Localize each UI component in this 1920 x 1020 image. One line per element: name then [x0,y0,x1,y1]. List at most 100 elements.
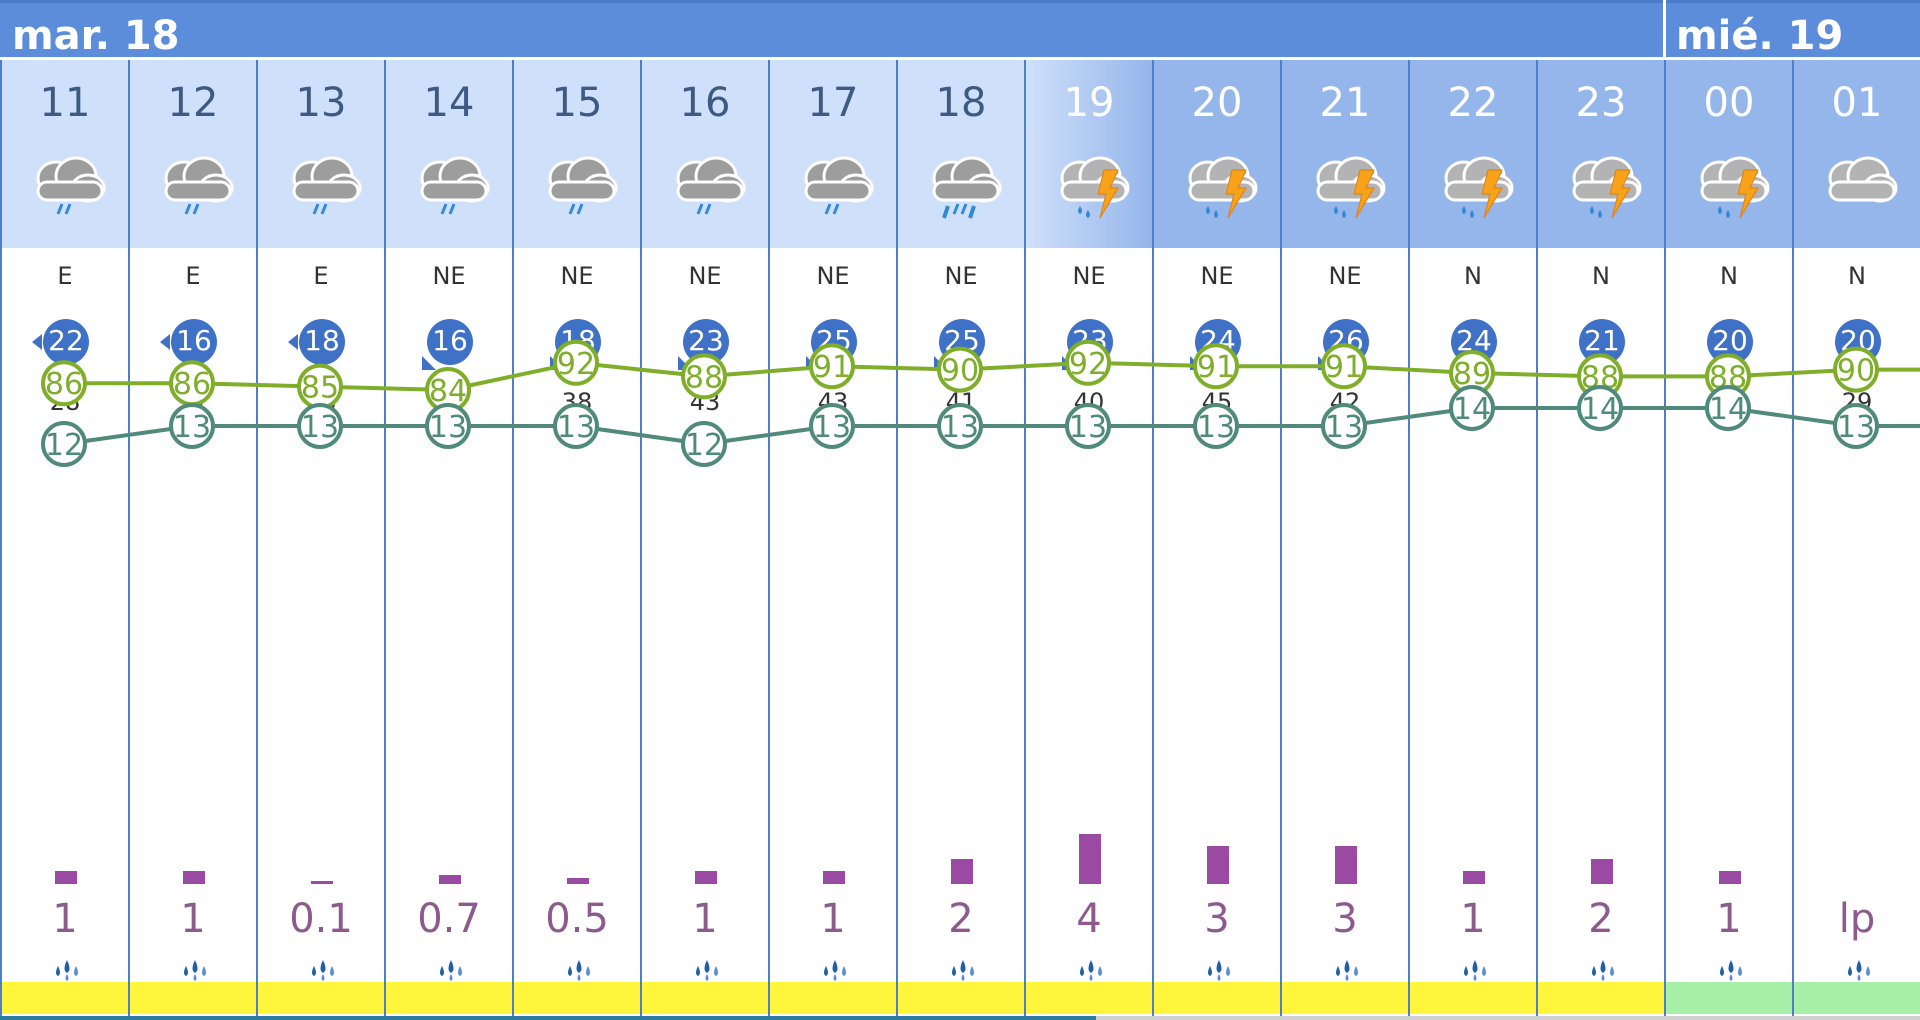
humidity-label: 88 [685,360,723,395]
dewpoint-label: 13 [1197,410,1235,445]
hour-column[interactable]: 17 NE 25 43 1 [768,60,896,1020]
rain-cloud-icon [534,148,624,226]
hour-column[interactable]: 11 E22281 [0,60,128,1020]
wind-speed-value: 21 [1584,324,1620,357]
wind-speed-badge: 16 [410,312,490,382]
precip-bar [695,871,717,884]
dewpoint-point [1833,403,1879,449]
hour-column[interactable]: 01 N 20 29 lp [1792,60,1920,1020]
dewpoint-label: 14 [1453,392,1491,427]
precip-bar [311,881,333,884]
wind-speed-value: 16 [432,324,468,357]
raindrops-icon [948,956,978,982]
hour-column[interactable]: 00 N20361 [1664,60,1792,1020]
dewpoint-point [297,403,343,449]
dewpoint-label: 13 [173,410,211,445]
raindrops-icon [180,956,210,982]
humidity-label: 86 [45,367,83,402]
dewpoint-label: 14 [1709,392,1747,427]
hour-column[interactable]: 14 NE16290.7 [384,60,512,1020]
hour-column[interactable]: 21 NE 26 42 3 [1280,60,1408,1020]
precip-bar [439,875,461,884]
humidity-label: 91 [1197,350,1235,385]
wind-direction: NE [1328,262,1362,290]
raindrops-icon [820,956,850,982]
sky-band [2,60,128,248]
dewpoint-point [1449,385,1495,431]
dewpoint-label: 13 [1069,410,1107,445]
uv-indicator [1794,982,1920,1014]
hour-column[interactable]: 15 NE18380.5 [512,60,640,1020]
thunderstorm-icon [1046,148,1136,226]
raindrops-icon [308,956,338,982]
dewpoint-label: 13 [813,410,851,445]
humidity-label: 90 [941,354,979,389]
raindrops-icon [52,956,82,982]
uv-indicator [514,982,640,1014]
uv-indicator [258,982,384,1014]
precip-value: 0.5 [545,896,609,942]
raindrops-icon [564,956,594,982]
wind-speed-badge: 18 [282,312,362,382]
wind-direction: NE [560,262,594,290]
uv-indicator [386,982,512,1014]
dewpoint-point [41,421,87,467]
dewpoint-point [681,421,727,467]
hour-label: 14 [423,80,475,126]
sky-band [258,60,384,248]
sky-band [642,60,768,248]
scroll-progress-bar[interactable] [0,1016,1096,1020]
hour-column[interactable]: 18 NE 25 41 2 [896,60,1024,1020]
wind-direction: N [1720,262,1738,290]
uv-indicator [2,982,128,1014]
hour-label: 13 [295,80,347,126]
hour-label: 18 [935,80,987,126]
humidity-label: 85 [301,371,339,406]
precip-bar [55,871,77,884]
sky-band [1794,60,1920,248]
wind-speed-badge: 22 [26,312,106,382]
precip-bar [1463,871,1485,884]
dewpoint-label: 12 [685,428,723,463]
sky-band [130,60,256,248]
humidity-point [1833,346,1879,393]
humidity-point [1321,343,1367,390]
uv-indicator [1026,982,1152,1014]
humidity-point [1193,343,1239,390]
precip-value: 1 [180,896,206,942]
dewpoint-label: 14 [1581,392,1619,427]
dewpoint-point [169,403,215,449]
precip-value: 1 [1716,896,1742,942]
dewpoint-point [1321,403,1367,449]
precip-value: 2 [1588,896,1614,942]
hour-column[interactable]: 12 E16311 [128,60,256,1020]
precip-value: 0.1 [289,896,353,942]
hour-column[interactable]: 22 N24351 [1408,60,1536,1020]
humidity-point [41,360,87,407]
uv-indicator [770,982,896,1014]
precip-value: 1 [820,896,846,942]
hour-label: 11 [39,80,91,126]
humidity-label: 92 [1069,347,1107,382]
wind-speed-value: 23 [688,324,724,357]
precip-value: 3 [1204,896,1230,942]
humidity-line [64,360,1920,393]
uv-indicator [1538,982,1664,1014]
raindrops-icon [1332,956,1362,982]
hour-label: 17 [807,80,859,126]
raindrops-icon [436,956,466,982]
precip-bar [1079,834,1101,884]
wind-direction: NE [1072,262,1106,290]
rain-cloud-icon [150,148,240,226]
hour-label: 16 [679,80,731,126]
wind-direction: N [1592,262,1610,290]
sky-band [514,60,640,248]
thunderstorm-icon [1174,148,1264,226]
wind-direction: NE [688,262,722,290]
scroll-track[interactable] [1096,1016,1920,1020]
hour-column[interactable]: 16 NE 23 43 1 [640,60,768,1020]
day-label: mar. 18 [12,13,180,59]
wind-direction: NE [432,262,466,290]
hour-column[interactable]: 23 N21352 [1536,60,1664,1020]
hour-label: 20 [1191,80,1243,126]
